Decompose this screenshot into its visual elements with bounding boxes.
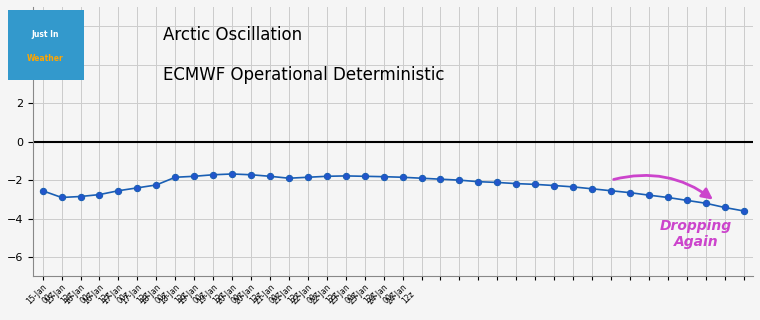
Text: ECMWF Operational Deterministic: ECMWF Operational Deterministic [163, 66, 445, 84]
Text: Just In: Just In [32, 30, 59, 39]
Text: Weather: Weather [27, 54, 64, 63]
Text: Arctic Oscillation: Arctic Oscillation [163, 26, 302, 44]
Text: Dropping
Again: Dropping Again [660, 219, 733, 249]
